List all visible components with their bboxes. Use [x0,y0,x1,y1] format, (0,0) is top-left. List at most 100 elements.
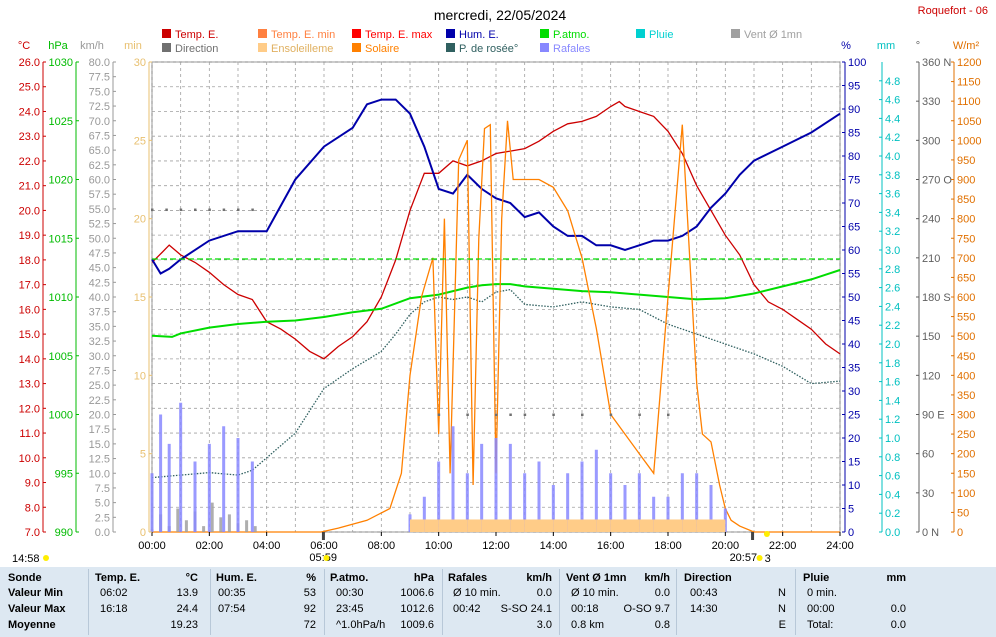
axis-label-dir: 180 S [922,292,951,304]
series-ensoleilleme-bar [481,519,496,532]
legend-swatch [636,29,645,38]
series-rafales-bar [222,426,226,532]
stats-table: Sonde Temp. E. °C Hum. E.% P.atmo. hPa Rafales… [0,567,996,637]
axes: 00:00 02:00 04:00 06:00 08:00 10:00 12:00 14:00… [18,40,982,552]
axis-label-pluie: 1.4 [885,395,900,407]
axis-label-vent: 42.5 [89,277,110,289]
series-direction-point [165,208,168,212]
axis-label-temp: 23.0 [19,131,40,143]
legend-label: Ensoleilleme [271,43,333,55]
series-direction-point [179,208,183,212]
axis-label-temp: 21.0 [19,181,40,193]
axis-label-solar: 350 [957,390,975,402]
table-cell-patmo: 1009.6 [400,619,434,631]
series-layer [150,98,841,533]
table-col-title: Vent Ø 1mn [566,572,627,584]
series-rafales-bar [437,461,441,532]
series-vent-1mn-bar [227,514,231,532]
axis-label-hum: 55 [848,269,860,281]
axis-unit-hum: % [841,40,851,52]
axis-label-pluie: 3.0 [885,245,900,257]
series-rafales-bar [523,473,527,532]
series-ensoleilleme-bar [582,519,597,532]
axis-label-dir: 240 [922,214,940,226]
table-cell-dir: E [778,619,786,631]
axis-label-pluie: 3.4 [885,207,900,219]
table-cell-vent: O-SO 9.7 [623,603,670,615]
series-rafales-bar [580,461,584,532]
series-vent-1mn-bar [245,520,249,532]
table-cell-pluie: 0 min. [807,587,837,599]
series-direction-point [581,413,584,416]
axis-label-temp: 12.0 [19,403,40,415]
legend-label: Direction [175,43,218,55]
axis-label-vent: 40.0 [89,292,110,304]
table-cell-raf: 00:42 [453,603,481,615]
legend-label: Solaire [365,43,399,55]
series-ensoleilleme-bar [610,519,625,532]
axis-label-pluie: 1.8 [885,358,900,370]
axis-unit-temp: °C [18,40,30,52]
axis-label-solar: 100 [957,488,975,500]
legend-swatch [540,29,549,38]
table-col-title: Direction [684,572,732,584]
axis-label-vent: 77.5 [89,72,110,84]
x-tick-label: 18:00 [654,540,682,552]
series-direction-point [638,413,641,416]
axis-label-hum: 5 [848,504,854,516]
legend-label: Temp. E. max [365,29,433,41]
axis-label-dir: 0 N [922,527,939,539]
series-rafales-bar [537,461,541,532]
axis-label-solar: 1100 [957,96,981,108]
series-p-de-ros-e--line [151,288,841,479]
legend-swatch [446,43,455,52]
table-row-label: Valeur Min [8,587,64,599]
x-tick-label: 08:00 [368,540,396,552]
series-rafales-bar [709,485,713,532]
series-ensoleilleme-bar [467,519,482,532]
series-rafales-bar [637,473,641,532]
axis-label-dir: 120 [922,370,940,382]
axis-label-hum: 35 [848,363,860,375]
axis-label-pluie: 2.4 [885,301,900,313]
legend-label: Hum. E. [459,29,499,41]
series-direction-point [194,208,197,212]
axis-label-vent: 60.0 [89,175,110,187]
axis-label-vent: 30.0 [89,351,110,363]
table-cell-pluie: Total: [807,619,834,631]
table-col-title: Sonde [8,572,42,584]
axis-label-vent: 15.0 [89,439,110,451]
table-divider [676,569,677,635]
axis-label-pluie: 3.2 [885,226,900,238]
series-vent-1mn-bar [202,526,206,532]
axis-label-hum: 95 [848,81,860,93]
sun-markers: 05:59 20:57 14:58 3 [12,531,771,565]
table-cell-patmo: 1006.6 [400,587,434,599]
series-direction-point [523,413,527,416]
series-vent-1mn-bar [184,520,188,532]
series-solaire-line [152,120,840,533]
series-temp-e--line [151,100,841,360]
axis-label-hum: 75 [848,175,860,187]
axis-label-vent: 80.0 [89,57,110,69]
axis-label-patmo: 990 [55,527,73,539]
axis-label-vent: 12.5 [89,454,110,466]
table-cell-raf: Ø 10 min. [453,587,501,599]
table-divider [88,569,89,635]
table-row-label: Moyenne [8,619,56,631]
axis-label-vent: 20.0 [89,410,110,422]
axis-label-vent: 17.5 [89,424,110,436]
axis-label-pluie: 0.6 [885,471,900,483]
table-cell-patmo: 23:45 [336,603,364,615]
legend-label: P.atmo. [553,29,590,41]
axis-label-temp: 17.0 [19,280,40,292]
axis-label-pluie: 2.8 [885,264,900,276]
axis-label-vent: 32.5 [89,336,110,348]
series-rafales-bar [159,414,163,532]
axis-label-vent: 47.5 [89,248,110,260]
series-direction-point [251,208,254,212]
table-col-title: Pluie [803,572,830,584]
legend-swatch [162,29,171,38]
axis-label-solar: 400 [957,370,975,382]
axis-label-patmo: 1010 [49,292,73,304]
